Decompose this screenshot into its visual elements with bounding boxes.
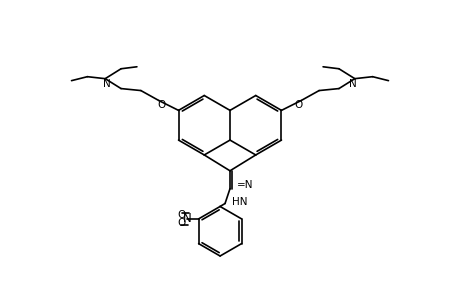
Text: O: O bbox=[177, 210, 185, 220]
Text: =N: =N bbox=[236, 180, 253, 190]
Text: HN: HN bbox=[231, 196, 247, 206]
Text: O: O bbox=[177, 218, 185, 228]
Text: N: N bbox=[103, 79, 111, 88]
Text: N: N bbox=[348, 79, 356, 88]
Text: O: O bbox=[294, 100, 302, 110]
Text: N: N bbox=[182, 212, 190, 225]
Text: O: O bbox=[157, 100, 165, 110]
